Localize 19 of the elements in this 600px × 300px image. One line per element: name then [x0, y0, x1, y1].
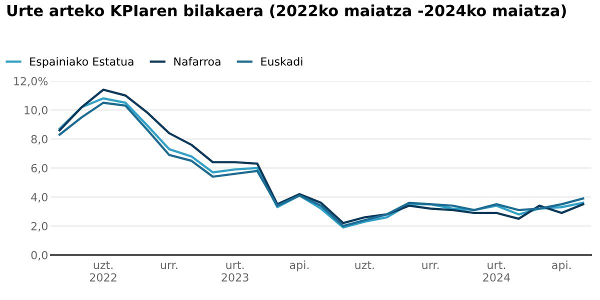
x-tick-label: urt. 2024 [483, 261, 510, 282]
y-tick-label: 2,0 [31, 222, 48, 232]
y-tick-label: 8,0 [31, 134, 48, 145]
chart-title: Urte arteko KPIaren bilakaera (2022ko maiatza -2024ko maiatza) [7, 4, 566, 18]
legend-label: Nafarroa [174, 57, 220, 66]
y-tick-label: 6,0 [31, 164, 48, 174]
y-tick-label: 12,0% [14, 76, 48, 87]
x-tick-label: urt. 2023 [222, 261, 248, 282]
y-tick-label: 10,0 [24, 106, 48, 116]
x-tick-label: uzt. 2022 [90, 261, 116, 282]
legend-label: Espainiako Estatua [30, 57, 134, 68]
x-tick-label: api. [290, 260, 309, 272]
x-tick-label: urr. [160, 262, 178, 270]
y-tick-label: 0,0 [31, 250, 48, 261]
x-tick-label: uzt. [355, 261, 374, 270]
x-tick-label: api. [552, 260, 571, 272]
x-tick-label: urr. [422, 262, 439, 270]
legend-label: Euskadi [261, 57, 302, 66]
y-tick-label: 4,0 [31, 192, 48, 203]
